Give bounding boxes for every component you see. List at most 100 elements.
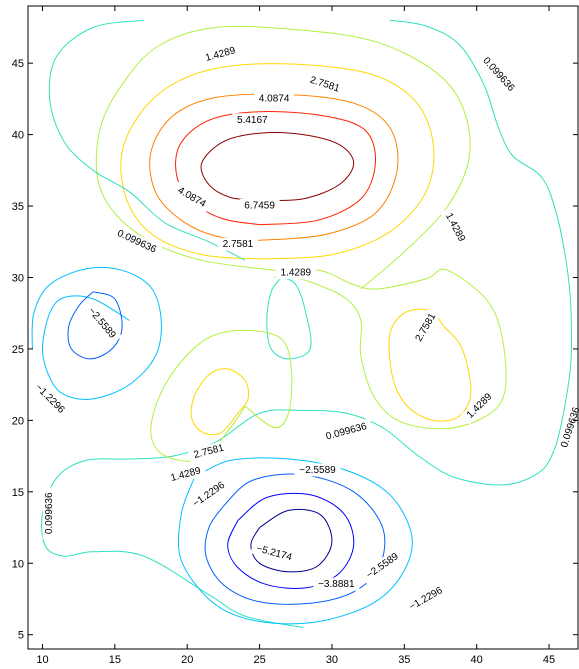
contour-label-text: 1.4289: [170, 465, 203, 484]
contour-label-1: 2.7581: [303, 71, 346, 97]
contour-label-text: 2.7581: [193, 442, 226, 461]
contour-label-bg: [254, 91, 295, 105]
contour-label-text: 0.099636: [44, 492, 55, 534]
contour-label-text: 1.4289: [465, 391, 495, 421]
contour-label-bg: [294, 463, 341, 477]
x-tick-label: 35: [398, 654, 410, 666]
contour-label-bg: [199, 42, 242, 66]
contour-label-bg: [82, 301, 122, 345]
contour-label-25: −1.2296: [402, 581, 449, 616]
contour-line-2: [149, 93, 399, 241]
contour-label-24: −2.5589: [359, 547, 405, 585]
contour-line-17: [227, 492, 355, 589]
y-tick-label: 20: [12, 415, 24, 427]
contour-label-5: 4.0874: [171, 181, 213, 213]
contour-label-text: 4.0874: [259, 93, 290, 104]
contour-label-bg: [239, 199, 280, 212]
x-tick-label: 30: [326, 654, 338, 666]
contour-label-16: 2.7581: [187, 439, 230, 463]
contour-line-15: [177, 457, 413, 625]
contour-line-7: [48, 19, 246, 261]
contour-label-8: 0.099636: [110, 224, 164, 259]
contour-label-text: 0.099636: [559, 406, 579, 449]
contour-label-text: −2.5589: [86, 306, 118, 341]
contour-label-bg: [303, 71, 346, 97]
y-tick-label: 25: [12, 344, 24, 356]
contour-label-bg: [409, 306, 442, 348]
contour-label-bg: [359, 547, 405, 585]
contour-label-bg: [402, 581, 449, 616]
contour-label-bg: [164, 462, 207, 486]
contour-label-bg: [232, 113, 273, 127]
axis-ticks: 10 15 20 25 30 35 40 45 5 10 15 20 25 30 35 40 45: [12, 6, 578, 666]
contour-label-text: 6.7459: [244, 201, 275, 212]
contour-line-4: [273, 268, 507, 430]
contour-label-bg: [275, 266, 316, 280]
contour-label-bg: [217, 237, 258, 251]
contour-label-text: −2.5589: [299, 465, 336, 476]
contour-label-text: 0.099636: [325, 421, 369, 443]
contour-label-bg: [440, 206, 471, 248]
y-tick-label: 40: [12, 130, 24, 142]
contour-label-bg: [186, 475, 232, 513]
contour-label-17: 1.4289: [164, 462, 207, 486]
x-tick-label: 15: [109, 654, 121, 666]
contour-line-3: [120, 63, 435, 260]
contour-label-4: 6.7459: [239, 199, 280, 212]
contour-label-0: 1.4289: [199, 42, 242, 66]
x-tick-label: 45: [543, 654, 555, 666]
contour-label-10: 1.4289: [440, 206, 471, 248]
contour-label-text: −1.2296: [33, 382, 67, 416]
contour-label-3: 5.4167: [232, 113, 273, 127]
contour-label-bg: [319, 418, 374, 445]
contour-label-2: 4.0874: [254, 91, 295, 105]
contour-label-21: 0.099636: [42, 487, 56, 540]
contour-line-14: [67, 291, 123, 360]
contour-line-0: [200, 132, 355, 201]
contour-label-9: 0.099636: [476, 50, 521, 98]
contour-labels: 1.4289 2.7581 4.0874 5.4167 6.7459 4.0874 2.75…: [29, 42, 579, 616]
contour-label-11: 2.7581: [409, 306, 442, 348]
contour-line-10: [41, 409, 557, 629]
contour-line-9: [266, 277, 312, 360]
contour-line-12: [190, 368, 250, 436]
contour-label-bg: [556, 400, 579, 455]
contour-label-text: 1.4289: [204, 45, 237, 64]
contour-label-19: −2.5589: [294, 463, 341, 477]
y-tick-label: 35: [12, 201, 24, 213]
y-tick-label: 5: [18, 630, 24, 642]
contour-label-text: 2.7581: [223, 239, 254, 250]
contour-line-5: [95, 25, 471, 290]
contour-label-bg: [313, 577, 360, 591]
contour-line-8: [389, 19, 573, 445]
contour-label-bg: [110, 224, 164, 259]
x-tick-label: 20: [181, 654, 193, 666]
contour-label-bg: [171, 181, 213, 213]
contour-label-13: 0.099636: [556, 400, 579, 455]
y-tick-label: 10: [12, 558, 24, 570]
contour-label-15: −1.2296: [29, 377, 71, 420]
contour-label-text: −3.8881: [318, 579, 355, 590]
contour-label-7: 1.4289: [275, 266, 316, 280]
y-tick-label: 30: [12, 272, 24, 284]
x-tick-label: 40: [471, 654, 483, 666]
contour-label-text: 1.4289: [443, 211, 467, 244]
x-tick-label: 25: [253, 654, 265, 666]
contour-label-text: 0.099636: [115, 228, 158, 256]
contour-label-text: 5.4167: [237, 115, 268, 126]
contour-label-14: −2.5589: [82, 301, 122, 345]
contour-label-text: 1.4289: [281, 268, 312, 279]
contour-label-bg: [29, 377, 71, 420]
contour-line-13: [31, 266, 162, 400]
contour-label-12: 1.4289: [460, 387, 498, 425]
contour-line-6: [388, 308, 472, 422]
contour-label-23: −3.8881: [313, 577, 360, 591]
contour-label-text: −1.2296: [191, 480, 228, 510]
contour-label-bg: [187, 439, 230, 463]
contour-label-bg: [476, 50, 521, 98]
y-tick-label: 45: [12, 58, 24, 70]
contour-label-bg: [460, 387, 498, 425]
plot-frame: [27, 5, 579, 650]
contour-label-6: 2.7581: [217, 237, 258, 251]
